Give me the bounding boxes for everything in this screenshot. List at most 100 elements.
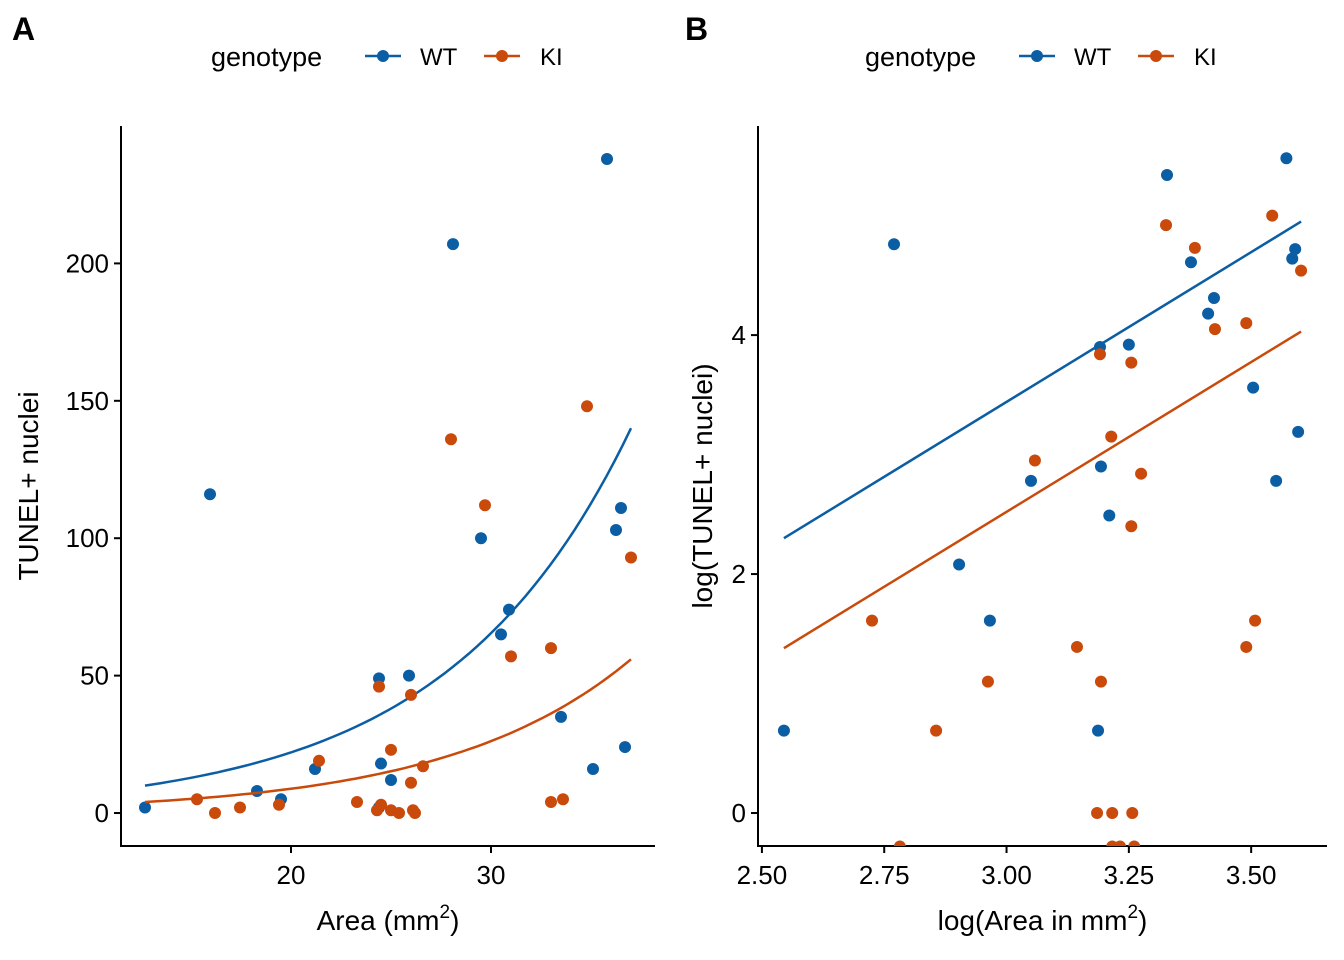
data-point-ki [191,793,203,806]
data-point-ki [1070,640,1083,653]
data-point-wt [610,523,622,536]
data-point-wt [1280,152,1293,165]
data-point-wt [983,614,996,627]
legend-title: genotype [865,42,976,72]
plot-area [139,152,637,820]
data-point-ki [1126,807,1139,820]
data-point-wt [139,801,151,814]
data-point-ki [1160,219,1173,232]
data-point-ki [545,642,557,655]
y-tick-label: 0 [732,798,746,828]
data-point-ki [351,796,363,809]
data-point-ki [1028,454,1041,467]
data-point-ki [1114,840,1127,846]
legend-key-dot-ki [496,50,508,62]
data-point-wt [1202,307,1215,320]
data-point-wt [1289,243,1302,256]
data-point-wt [375,757,387,770]
data-point-ki [1240,317,1253,330]
x-tick-label: 2.75 [859,860,910,890]
data-point-wt [1122,338,1135,351]
data-point-ki [1093,348,1106,361]
data-point-wt [1094,460,1107,473]
panel-a: 20 30 0 50 100 150 200 Area (mm2) TUNEL+ nuclei g… [13,42,655,936]
x-axis-title-end: ) [450,905,459,936]
x-axis-title-end: ) [1138,905,1147,936]
y-tick-label: 150 [66,386,109,416]
data-point-wt [777,724,790,737]
legend-key-dot-ki [1150,50,1162,62]
data-point-ki [1106,807,1119,820]
data-point-ki [375,798,387,811]
y-tick-label: 0 [95,798,109,828]
data-point-ki [409,807,421,820]
data-point-ki [1128,840,1141,846]
data-point-wt [495,628,507,641]
panel-label-a: A [12,11,35,47]
legend-entry-wt: WT [420,44,458,71]
data-point-ki [1094,675,1107,688]
data-point-ki [445,433,457,446]
x-tick-label: 30 [477,860,506,890]
data-point-wt [1292,425,1305,438]
fit-line-ki [783,330,1302,650]
data-point-ki [930,724,943,737]
data-point-ki [1249,614,1262,627]
y-tick-label: 100 [66,523,109,553]
data-point-ki [1266,209,1279,222]
legend-key-dot-wt [377,50,389,62]
x-axis-title-text: Area (mm [317,905,440,936]
data-point-wt [587,763,599,776]
data-point-wt [385,774,397,787]
data-point-wt [403,669,415,682]
data-point-ki [893,840,906,846]
x-axis-title: Area (mm2) [317,902,460,936]
data-point-ki [373,680,385,693]
data-point-ki [1125,356,1138,369]
fit-line-ki [144,658,632,804]
data-point-wt [373,672,385,685]
data-point-wt [1092,724,1105,737]
data-point-ki [981,675,994,688]
data-point-ki [385,743,397,756]
fit-line-wt [144,427,633,787]
data-point-ki [393,807,405,820]
data-point-ki [1208,323,1221,336]
data-point-ki [1091,807,1104,820]
data-point-wt [615,501,627,514]
y-axis-title: TUNEL+ nuclei [13,391,44,580]
data-point-wt [601,152,613,165]
legend-key-dot-wt [1031,50,1043,62]
data-point-ki [545,796,557,809]
data-point-ki [1135,467,1148,480]
legend-entry-wt: WT [1074,44,1112,71]
x-tick-label: 3.25 [1104,860,1155,890]
data-point-ki [1295,264,1308,277]
data-point-wt [1286,252,1299,265]
data-point-wt [1103,509,1116,522]
data-point-wt [1270,474,1283,487]
x-tick-label: 20 [277,860,306,890]
x-tick-label: 3.00 [981,860,1032,890]
data-point-ki [234,801,246,814]
data-point-ki [1240,640,1253,653]
data-point-wt [555,710,567,723]
data-point-wt [1247,381,1260,394]
data-point-ki [1105,430,1118,443]
data-point-wt [251,785,263,798]
data-point-ki [313,754,325,767]
data-point-ki [865,614,878,627]
data-point-wt [953,558,966,571]
fit-line-wt [783,220,1302,540]
legend-title: genotype [211,42,322,72]
data-point-ki [479,499,491,512]
data-point-wt [619,741,631,754]
y-axis-title: log(TUNEL+ nuclei) [687,363,718,608]
x-tick-label: 3.50 [1226,860,1277,890]
data-point-wt [1161,168,1174,181]
y-tick-label: 200 [66,248,109,278]
data-point-ki [557,793,569,806]
panel-label-b: B [685,11,708,47]
plot-area [777,152,1308,846]
